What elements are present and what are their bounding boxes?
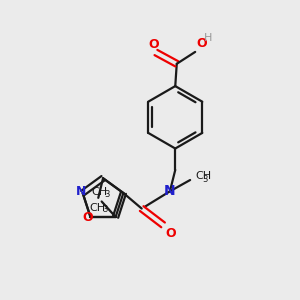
Text: O: O <box>83 211 93 224</box>
Text: N: N <box>76 185 86 198</box>
Text: CH: CH <box>195 172 211 182</box>
Text: 3: 3 <box>102 205 108 214</box>
Text: O: O <box>166 227 176 240</box>
Text: CH: CH <box>89 203 105 213</box>
Text: O: O <box>196 38 207 50</box>
Text: 3: 3 <box>202 175 208 184</box>
Text: 3: 3 <box>105 190 110 199</box>
Text: CH: CH <box>91 187 107 197</box>
Text: H: H <box>204 33 212 43</box>
Text: O: O <box>148 38 159 51</box>
Text: N: N <box>164 184 176 198</box>
